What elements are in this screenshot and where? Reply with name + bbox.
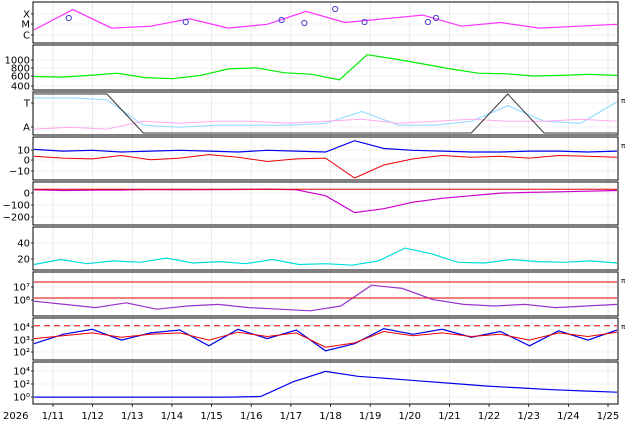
ytick-label-speed: 400 xyxy=(11,82,30,93)
ytick-label-electrons: 10² xyxy=(13,348,30,359)
ytick-label-ta: T xyxy=(23,99,31,110)
panel-density-frame xyxy=(32,226,619,271)
right-label-imf: π xyxy=(621,142,626,150)
panel-protons-frame xyxy=(32,361,619,405)
ytick-label-speed: 1000 xyxy=(5,56,30,67)
ytick-label-density: 40 xyxy=(17,239,30,250)
ytick-label-speed: 800 xyxy=(11,64,30,75)
ytick-label-ta: A xyxy=(23,123,30,134)
panel-flux-bg xyxy=(33,272,618,316)
flare-marker xyxy=(301,19,308,27)
panel-ta-series-1 xyxy=(33,118,618,130)
xtick-label: 1/19 xyxy=(359,411,381,422)
panel-ta-bg xyxy=(33,92,618,135)
flare-marker xyxy=(424,18,431,26)
ytick-label-dst: 0 xyxy=(24,189,30,200)
ytick-label-electrons: 10³ xyxy=(13,336,30,347)
panel-density-bg xyxy=(33,227,618,270)
panel-imf-frame xyxy=(32,136,619,181)
ytick-label-xray: C xyxy=(23,31,30,42)
panel-xray-frame xyxy=(32,1,619,44)
xtick-label: 1/21 xyxy=(438,411,460,422)
panel-ta-series-0 xyxy=(34,97,618,128)
panel-ta-series-2 xyxy=(34,93,617,134)
panel-flux-series-0 xyxy=(33,284,618,312)
panel-electrons-bg xyxy=(33,318,618,360)
ytick-label-electrons: 10⁴ xyxy=(13,323,30,334)
xtick-label: 1/15 xyxy=(200,411,222,422)
panel-imf-series-1 xyxy=(33,154,618,179)
flare-marker xyxy=(182,18,189,26)
ytick-label-imf: 10 xyxy=(17,146,30,157)
xtick-label: 1/11 xyxy=(42,411,64,422)
ytick-label-dst: −100 xyxy=(3,201,30,212)
xtick-label: 1/17 xyxy=(280,411,302,422)
right-label-flux: π xyxy=(621,277,626,285)
ytick-label-speed: 600 xyxy=(11,72,30,83)
panel-ta-frame xyxy=(32,91,619,136)
year-label: 2026 xyxy=(3,411,28,422)
panel-flux-frame xyxy=(32,271,619,317)
xtick-label: 1/25 xyxy=(597,411,619,422)
ytick-label-imf: −10 xyxy=(9,167,30,178)
panel-xray-series-0 xyxy=(33,8,618,31)
xtick-label: 1/13 xyxy=(121,411,143,422)
panel-imf-series-0 xyxy=(33,140,618,153)
xtick-label: 1/23 xyxy=(517,411,539,422)
ytick-label-protons: 10⁴ xyxy=(13,367,30,378)
right-label-electrons: π xyxy=(621,323,626,331)
panel-protons-series-0 xyxy=(34,370,618,398)
flare-marker xyxy=(278,16,285,24)
xtick-label: 1/22 xyxy=(478,411,500,422)
right-label-ta: π xyxy=(621,97,626,105)
ytick-label-xray: X xyxy=(23,10,30,21)
xtick-label: 1/24 xyxy=(557,411,579,422)
panel-xray-bg xyxy=(33,2,618,43)
ytick-label-dst: −200 xyxy=(3,213,30,224)
xtick-label: 1/12 xyxy=(81,411,103,422)
flare-marker xyxy=(65,14,72,22)
panel-speed-series-0 xyxy=(33,54,618,81)
flare-marker xyxy=(361,18,368,26)
panel-speed-bg xyxy=(33,45,618,90)
ytick-label-density: 20 xyxy=(17,255,30,266)
xtick-label: 1/20 xyxy=(399,411,421,422)
ytick-label-protons: 10² xyxy=(13,380,30,391)
flare-marker xyxy=(432,14,440,22)
xtick-label: 1/14 xyxy=(161,411,183,422)
ytick-label-xray: M xyxy=(21,20,30,31)
panel-electrons-series-0 xyxy=(33,327,618,352)
ytick-label-flux: 10⁷ xyxy=(13,283,30,294)
panel-electrons-series-1 xyxy=(33,330,618,348)
xtick-label: 1/16 xyxy=(240,411,262,422)
xtick-label: 1/18 xyxy=(319,411,341,422)
panel-electrons-frame xyxy=(32,317,619,361)
flare-marker xyxy=(332,5,339,13)
panel-speed-frame xyxy=(32,44,619,91)
ytick-label-imf: 0 xyxy=(24,156,30,167)
panel-dst-bg xyxy=(33,182,618,225)
ytick-label-protons: 10⁰ xyxy=(13,393,30,404)
panel-density-series-0 xyxy=(33,247,618,266)
panel-dst-frame xyxy=(32,181,619,226)
ytick-label-flux: 10⁶ xyxy=(13,296,30,307)
panel-dst-series-0 xyxy=(33,188,618,214)
